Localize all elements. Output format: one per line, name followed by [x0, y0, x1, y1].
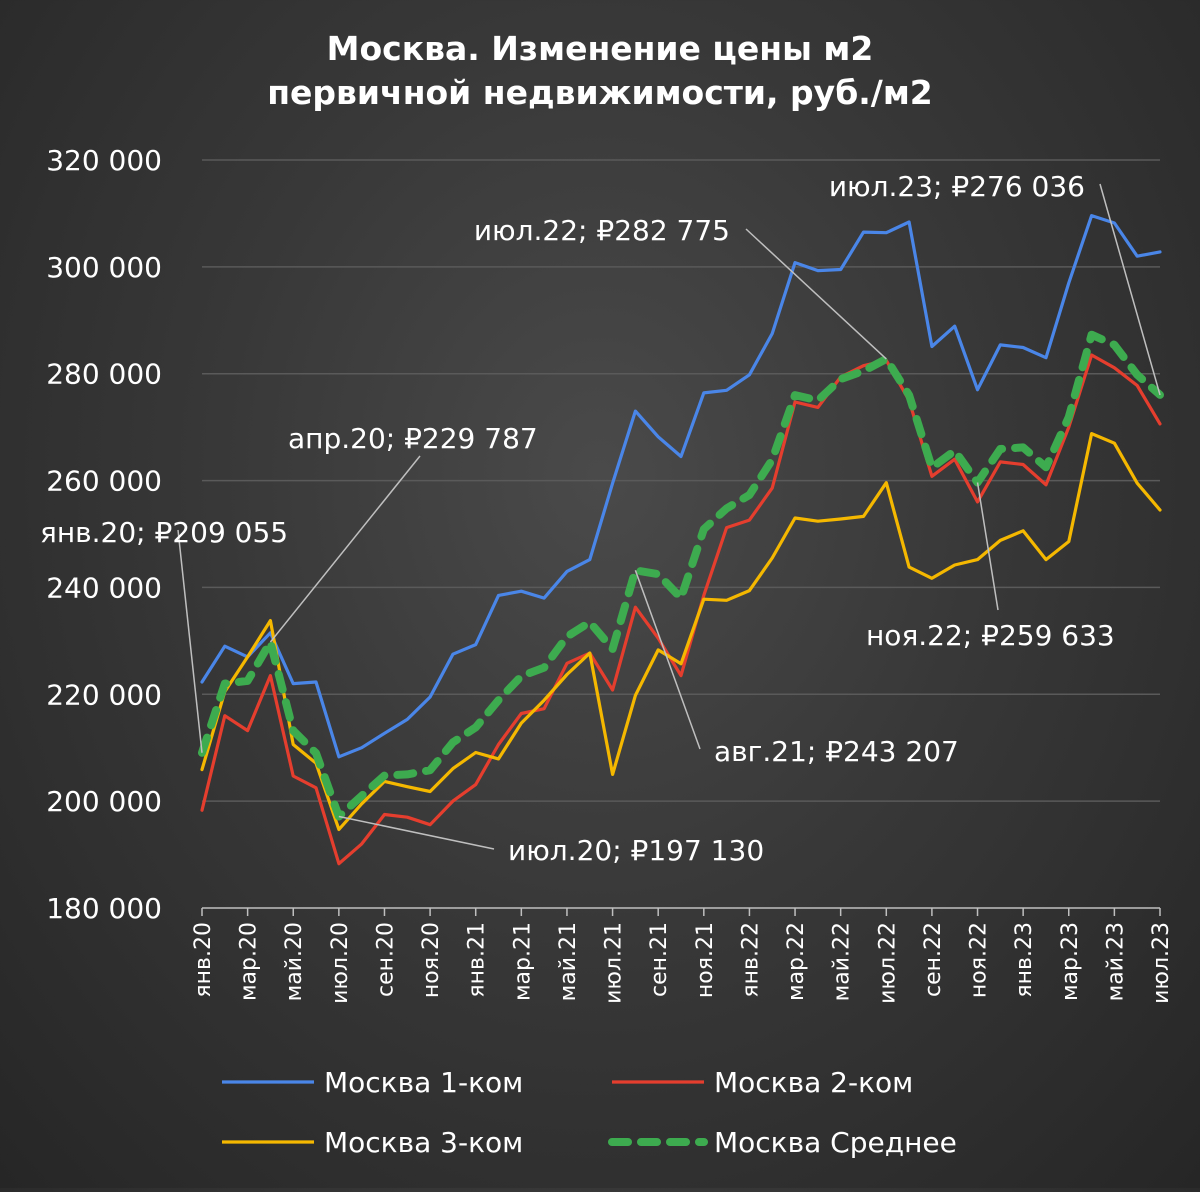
y-axis-ticks: 180 000 200 000 220 000 240 000 260 000 280 0… [46, 144, 162, 925]
y-tick-label: 280 000 [46, 358, 162, 391]
series-line-1 [200, 214, 1162, 759]
x-tick-label: май.23 [1103, 922, 1128, 1001]
legend-label-2: Москва 2-ком [714, 1066, 913, 1099]
x-tick-label: май.21 [556, 922, 581, 1001]
annotation-label: ноя.22; ₽259 633 [866, 619, 1115, 652]
x-tick-label: янв.20 [191, 922, 216, 998]
y-tick-label: 260 000 [46, 465, 162, 498]
y-tick-label: 300 000 [46, 251, 162, 284]
annotation-label: июл.23; ₽276 036 [829, 170, 1085, 203]
chart-title: Москва. Изменение цены м2 первичной недви… [267, 29, 933, 112]
x-tick-label: мар.23 [1058, 922, 1083, 1001]
annotation-leader [976, 482, 999, 611]
y-tick-label: 200 000 [46, 785, 162, 818]
series-line-3 [200, 432, 1162, 832]
annotation-leader [1099, 183, 1161, 396]
annotation-label: янв.20; ₽209 055 [40, 516, 288, 549]
annotation-leader [634, 570, 701, 750]
series-line-2 [200, 353, 1162, 866]
x-tick-label: сен.20 [373, 922, 398, 997]
x-tick-label: июл.22 [875, 922, 900, 1004]
x-tick-label: сен.21 [647, 922, 672, 997]
x-tick-label: янв.23 [1012, 922, 1037, 998]
chart-title-line: первичной недвижимости, руб./м2 [267, 73, 933, 112]
legend-label-4: Москва Среднее [714, 1126, 957, 1159]
x-tick-label: май.20 [282, 922, 307, 1001]
annotation-label: авг.21; ₽243 207 [714, 735, 959, 768]
y-tick-label: 320 000 [46, 144, 162, 177]
series-line-4 [198, 330, 1164, 821]
legend-label-1: Москва 1-ком [324, 1066, 523, 1099]
x-tick-label: ноя.20 [419, 922, 444, 998]
annotation-label: июл.20; ₽197 130 [508, 834, 764, 867]
x-tick-label: июл.21 [602, 922, 627, 1004]
x-tick-label: ноя.21 [693, 922, 718, 998]
annotation-label: апр.20; ₽229 787 [288, 422, 538, 455]
x-axis: янв.20 мар.20 май.20 июл.20 сен.20 ноя.20 янв.… [191, 907, 1174, 1004]
legend: Москва 1-ком Москва 2-ком Москва 3-ком Моск… [222, 1066, 957, 1159]
x-tick-label: сен.22 [921, 922, 946, 997]
annotations: янв.20; ₽209 055 апр.20; ₽229 787 июл.20; … [40, 170, 1161, 867]
x-tick-label: янв.22 [738, 922, 763, 998]
annotation-leader [177, 529, 203, 753]
x-tick-label: июл.20 [328, 922, 353, 1004]
x-tick-label: мар.21 [510, 922, 535, 1001]
gridlines [202, 159, 1160, 802]
x-tick-label: янв.21 [465, 922, 490, 998]
x-tick-label: мар.22 [784, 922, 809, 1001]
chart-title-line: Москва. Изменение цены м2 [327, 29, 874, 68]
annotation-label: июл.22; ₽282 775 [474, 214, 730, 247]
y-tick-label: 180 000 [46, 892, 162, 925]
x-tick-label: май.22 [830, 922, 855, 1001]
series-lines [198, 214, 1164, 866]
legend-label-3: Москва 3-ком [324, 1126, 523, 1159]
annotation-leader [745, 228, 887, 360]
y-tick-label: 240 000 [46, 571, 162, 604]
annotation-leader [269, 455, 421, 643]
x-tick-label: ноя.22 [967, 922, 992, 998]
annotation-leader [338, 815, 495, 850]
x-tick-label: июл.23 [1149, 922, 1174, 1004]
y-tick-label: 220 000 [46, 678, 162, 711]
x-tick-label: мар.20 [237, 922, 262, 1001]
